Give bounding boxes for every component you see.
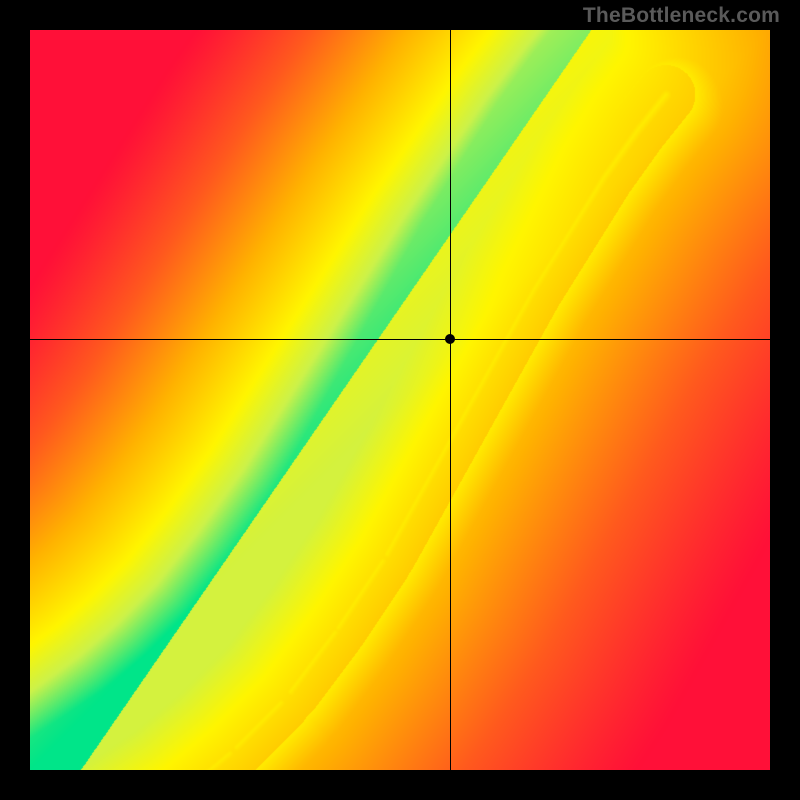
crosshair-vertical (450, 30, 451, 770)
heatmap-plot (30, 30, 770, 770)
heatmap-canvas (30, 30, 770, 770)
watermark-text: TheBottleneck.com (583, 4, 780, 28)
marker-point (445, 334, 455, 344)
crosshair-horizontal (30, 339, 770, 340)
